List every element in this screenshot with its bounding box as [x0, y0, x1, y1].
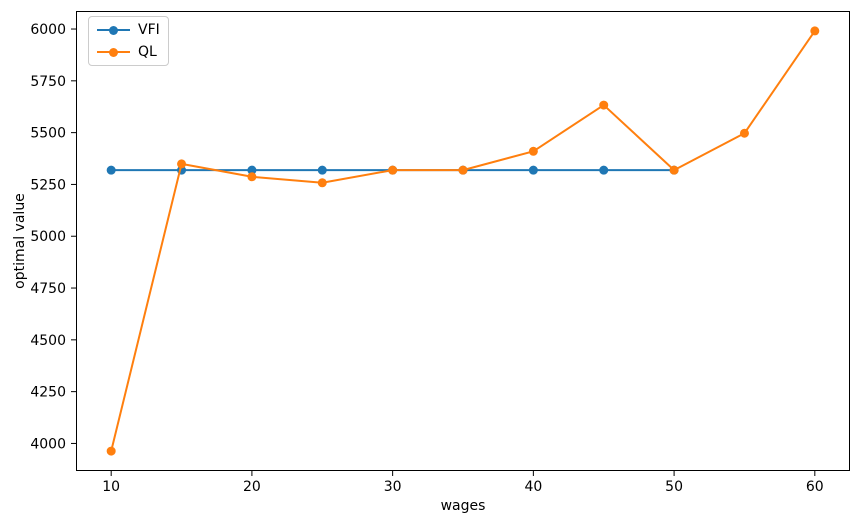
y-tick-label: 5000 — [30, 229, 66, 245]
ql-marker — [528, 146, 538, 156]
y-tick-label: 5500 — [30, 126, 66, 142]
ql-marker — [106, 446, 116, 456]
y-axis-label: optimal value — [12, 193, 28, 289]
vfi-marker — [106, 165, 116, 175]
ql-marker — [247, 172, 257, 182]
y-tick-label: 4750 — [30, 281, 66, 297]
x-tick-label: 60 — [806, 479, 824, 495]
plot-frame — [76, 11, 850, 471]
y-tick-label: 4250 — [30, 385, 66, 401]
ql-marker — [317, 178, 327, 188]
ql-marker — [669, 165, 679, 175]
ql-legend-marker-icon — [97, 47, 130, 57]
vfi-marker — [317, 165, 327, 175]
ql-marker — [599, 100, 609, 110]
x-tick-label: 50 — [665, 479, 683, 495]
y-tick-label: 5750 — [30, 74, 66, 90]
ql-line — [110, 29, 816, 453]
vfi-marker — [599, 165, 609, 175]
vfi-marker — [528, 165, 538, 175]
x-tick-label: 40 — [524, 479, 542, 495]
legend-label-ql: QL — [138, 44, 157, 60]
ql-marker — [177, 159, 187, 169]
x-tick-label: 30 — [384, 479, 402, 495]
y-tick-label: 6000 — [30, 22, 66, 38]
ql-marker — [810, 26, 820, 36]
vfi-marker — [247, 165, 257, 175]
x-tick-label: 10 — [102, 479, 120, 495]
legend-entry-ql: QL — [97, 43, 160, 61]
y-tick-label: 4500 — [30, 333, 66, 349]
vfi-legend-marker-icon — [97, 25, 130, 35]
x-axis-label: wages — [440, 498, 486, 514]
x-tick-label: 20 — [243, 479, 261, 495]
legend-entry-vfi: VFI — [97, 21, 160, 39]
ql-marker — [388, 165, 398, 175]
legend: VFI QL — [88, 16, 169, 66]
ql-marker — [739, 128, 749, 138]
y-tick-label: 4000 — [30, 436, 66, 452]
ql-marker — [458, 165, 468, 175]
y-tick-label: 5250 — [30, 177, 66, 193]
legend-label-vfi: VFI — [138, 22, 160, 38]
